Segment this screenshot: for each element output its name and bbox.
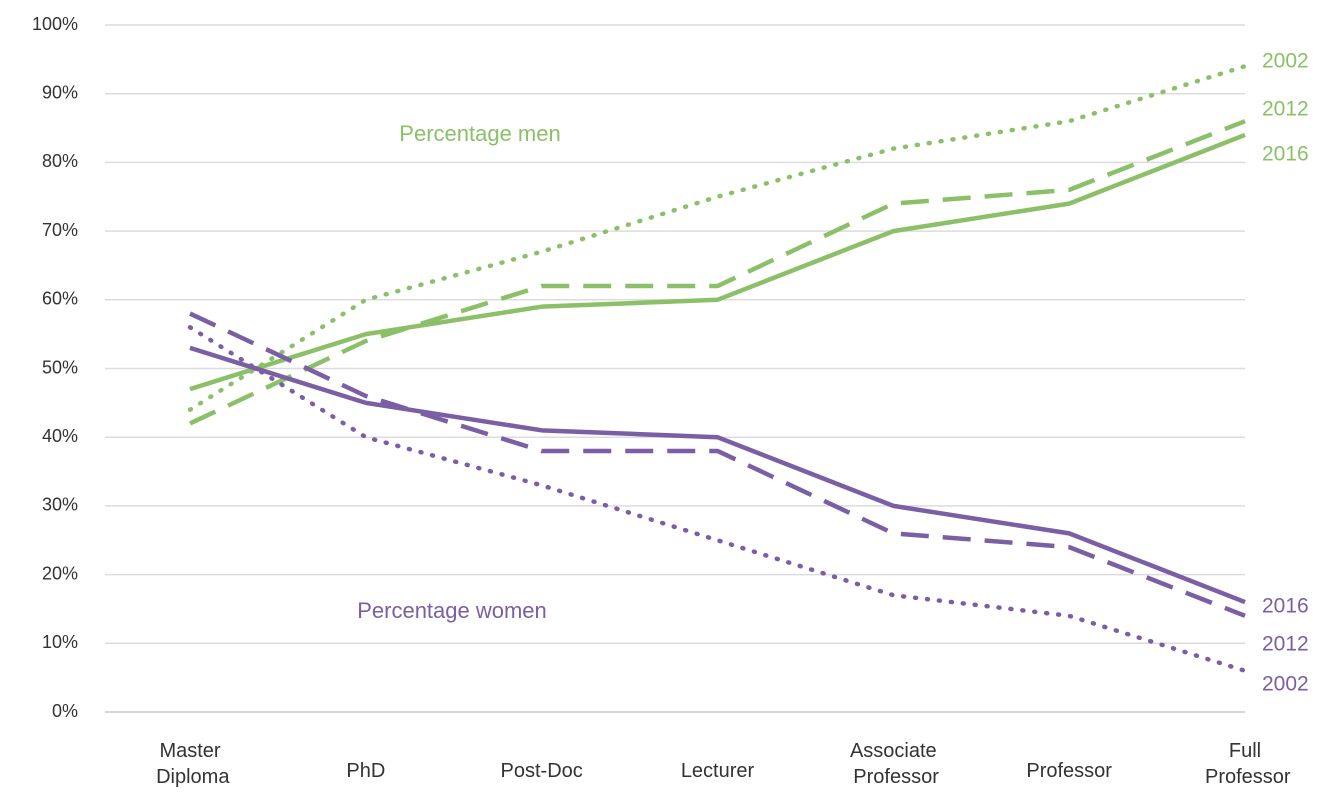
annotation: Percentage men	[399, 121, 560, 146]
y-tick-label: 50%	[42, 357, 78, 377]
series-line	[189, 311, 1246, 618]
annotation: Percentage women	[357, 598, 547, 623]
series-line	[187, 63, 1248, 412]
series-label: 2016	[1262, 595, 1309, 618]
y-tick-label: 100%	[32, 14, 78, 34]
series-line	[189, 345, 1246, 605]
y-tick-label: 80%	[42, 151, 78, 171]
series-line	[189, 119, 1246, 426]
y-tick-label: 20%	[42, 563, 78, 583]
x-tick-label: Post-Doc	[501, 760, 583, 782]
x-tick-label: Full Professor	[1199, 740, 1290, 788]
y-tick-label: 60%	[42, 289, 78, 309]
y-tick-label: 70%	[42, 220, 78, 240]
x-tick-label: Professor	[1026, 760, 1112, 782]
x-tick-label: Associate Professor	[848, 740, 939, 788]
series-label: 2002	[1262, 673, 1309, 696]
series-label: 2012	[1262, 98, 1309, 121]
series-label: 2016	[1262, 143, 1309, 166]
y-tick-label: 90%	[42, 82, 78, 102]
y-tick-label: 0%	[52, 701, 78, 721]
series-line	[187, 325, 1248, 674]
x-tick-label: Lecturer	[681, 760, 755, 782]
y-tick-label: 40%	[42, 426, 78, 446]
series-line	[189, 132, 1246, 392]
x-tick-label: Master Diploma	[151, 740, 231, 788]
y-tick-label: 10%	[42, 632, 78, 652]
series-label: 2002	[1262, 50, 1309, 73]
y-tick-label: 30%	[42, 495, 78, 515]
x-tick-label: PhD	[346, 760, 385, 782]
series-label: 2012	[1262, 633, 1309, 656]
